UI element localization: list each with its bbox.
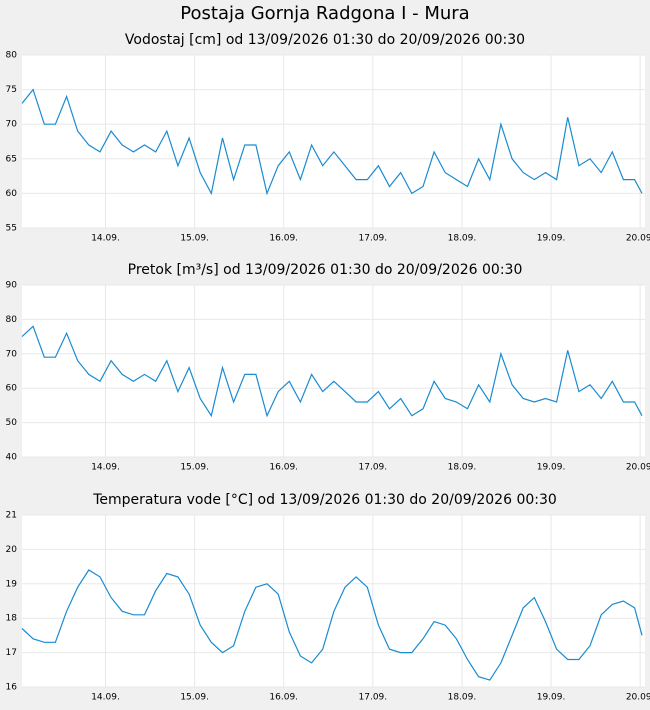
x-tick-label: 18.09. [448, 463, 477, 473]
x-tick-label: 15.09. [180, 693, 209, 703]
x-tick-label: 19.09. [537, 234, 566, 244]
chart-subtitle: Vodostaj [cm] od 13/09/2026 01:30 do 20/… [125, 32, 525, 48]
data-line [21, 325, 643, 418]
y-tick-label: 75 [6, 85, 17, 95]
x-tick-label: 18.09. [448, 234, 477, 244]
data-line [21, 569, 643, 681]
y-tick-label: 21 [6, 511, 17, 521]
y-tick-label: 90 [6, 281, 18, 291]
y-tick-label: 17 [6, 648, 17, 658]
x-tick-label: 15.09. [180, 234, 209, 244]
x-tick-label: 14.09. [91, 693, 120, 703]
y-tick-label: 16 [6, 683, 18, 693]
x-tick-label: 17.09. [359, 463, 388, 473]
page-title: Postaja Gornja Radgona I - Mura [180, 3, 469, 24]
plot-area [22, 285, 645, 457]
x-tick-label: 20.09. [626, 234, 650, 244]
plot-area [22, 55, 645, 228]
y-tick-label: 70 [6, 349, 18, 359]
y-tick-label: 60 [6, 189, 18, 199]
y-tick-label: 40 [6, 453, 18, 463]
plot-area [22, 515, 645, 687]
x-tick-label: 16.09. [269, 693, 298, 703]
x-tick-label: 14.09. [91, 234, 120, 244]
y-tick-label: 19 [6, 579, 18, 589]
y-tick-label: 55 [6, 224, 17, 234]
y-tick-label: 20 [6, 545, 18, 555]
data-line [21, 88, 643, 196]
x-tick-label: 15.09. [180, 463, 209, 473]
chart-subtitle: Pretok [m³/s] od 13/09/2026 01:30 do 20/… [128, 262, 523, 278]
chart-subtitle: Temperatura vode [°C] od 13/09/2026 01:3… [92, 492, 557, 508]
x-tick-label: 19.09. [537, 463, 566, 473]
x-tick-label: 18.09. [448, 693, 477, 703]
x-tick-label: 19.09. [537, 693, 566, 703]
y-tick-label: 18 [6, 614, 18, 624]
y-tick-label: 65 [6, 154, 17, 164]
x-tick-label: 17.09. [359, 234, 388, 244]
x-tick-label: 16.09. [269, 234, 298, 244]
y-tick-label: 80 [6, 51, 18, 61]
x-tick-label: 17.09. [359, 693, 388, 703]
x-tick-label: 20.09. [626, 693, 650, 703]
x-tick-label: 20.09. [626, 463, 650, 473]
y-tick-label: 80 [6, 315, 18, 325]
x-tick-label: 16.09. [269, 463, 298, 473]
y-tick-label: 70 [6, 120, 18, 130]
y-tick-label: 60 [6, 384, 18, 394]
x-tick-label: 14.09. [91, 463, 120, 473]
y-tick-label: 50 [6, 418, 18, 428]
